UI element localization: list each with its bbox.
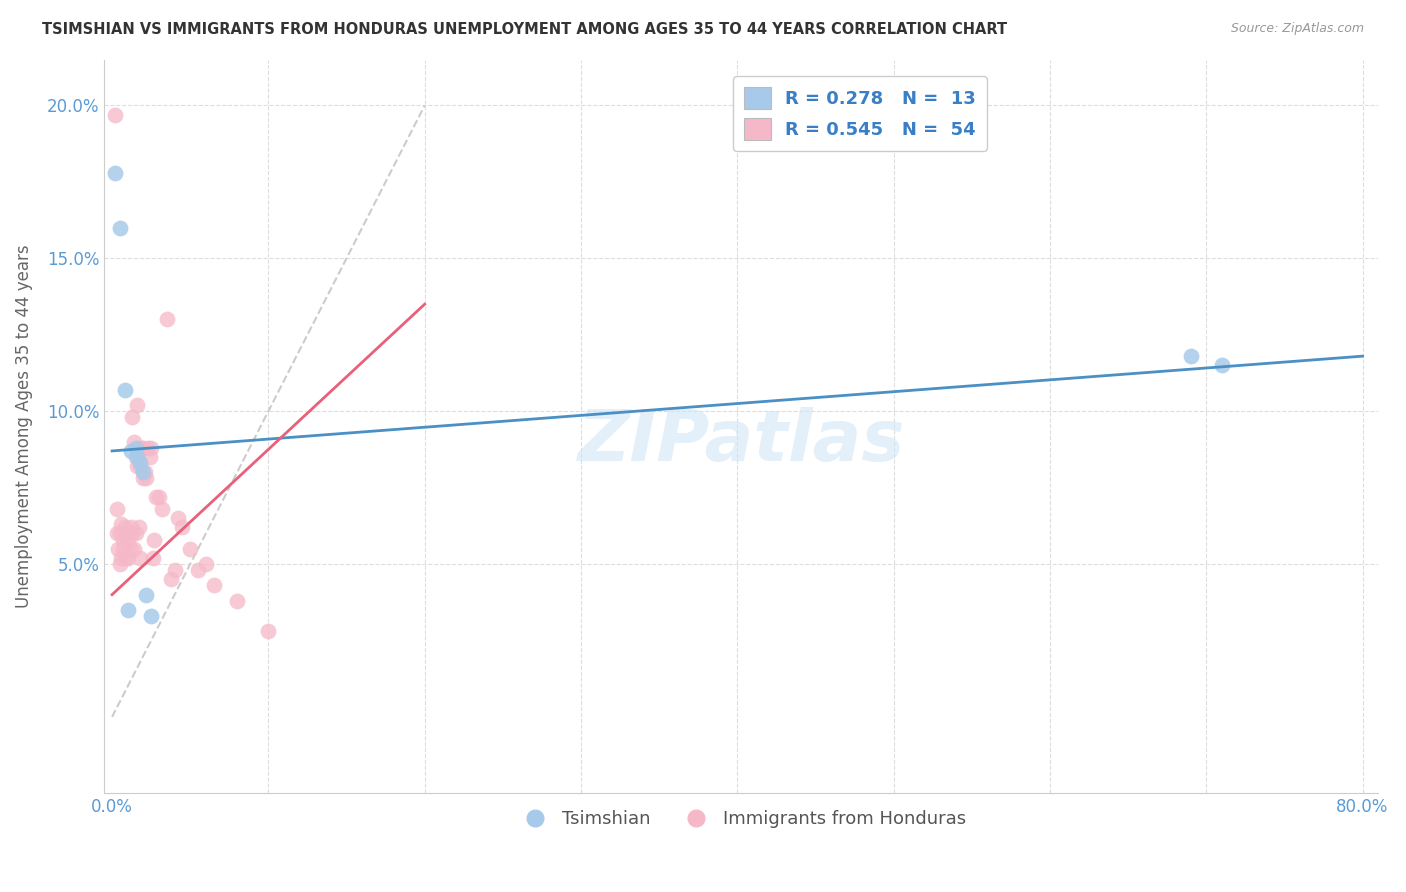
Point [179,541,201,556]
Point [125,450,148,464]
Point [136,441,159,455]
Point [138,450,160,464]
Point [122,541,145,556]
Point [125,459,148,474]
Point [163,563,186,577]
Point [139,609,162,624]
Point [114,520,136,534]
Point [132,441,155,455]
Point [108,526,131,541]
Point [105,526,128,541]
Point [124,526,146,541]
Point [104,166,127,180]
Point [160,572,183,586]
Point [105,502,128,516]
Point [120,444,142,458]
Point [121,410,143,425]
Point [145,490,167,504]
Point [111,541,134,556]
Point [194,557,217,571]
Point [129,550,152,565]
Point [1211,359,1233,373]
Point [132,471,155,485]
Point [131,441,153,455]
Point [121,526,143,541]
Text: ZIPatlas: ZIPatlas [578,407,905,475]
Point [120,541,142,556]
Point [125,398,148,412]
Point [187,563,209,577]
Point [129,456,152,470]
Legend: Tsimshian, Immigrants from Honduras: Tsimshian, Immigrants from Honduras [509,803,973,836]
Point [124,450,146,464]
Point [134,466,156,480]
Point [143,533,166,547]
Point [108,557,131,571]
Point [124,441,146,455]
Point [110,517,132,532]
Text: Source: ZipAtlas.com: Source: ZipAtlas.com [1230,22,1364,36]
Point [172,520,194,534]
Point [108,220,131,235]
Point [148,490,170,504]
Point [115,550,138,565]
Point [1180,349,1202,363]
Point [110,550,132,565]
Point [128,520,150,534]
Point [128,441,150,455]
Point [226,593,249,607]
Point [142,550,165,565]
Point [117,533,139,547]
Point [166,511,188,525]
Point [107,541,129,556]
Y-axis label: Unemployment Among Ages 35 to 44 years: Unemployment Among Ages 35 to 44 years [15,244,32,608]
Point [129,459,152,474]
Text: TSIMSHIAN VS IMMIGRANTS FROM HONDURAS UNEMPLOYMENT AMONG AGES 35 TO 44 YEARS COR: TSIMSHIAN VS IMMIGRANTS FROM HONDURAS UN… [42,22,1007,37]
Point [139,441,162,455]
Point [122,434,145,449]
Point [104,108,127,122]
Point [114,383,136,397]
Point [118,526,141,541]
Point [135,471,157,485]
Point [150,502,173,516]
Point [202,578,225,592]
Point [156,312,179,326]
Point [257,624,280,639]
Point [115,526,138,541]
Point [135,588,157,602]
Point [111,533,134,547]
Point [117,603,139,617]
Point [132,466,155,480]
Point [117,550,139,565]
Point [120,520,142,534]
